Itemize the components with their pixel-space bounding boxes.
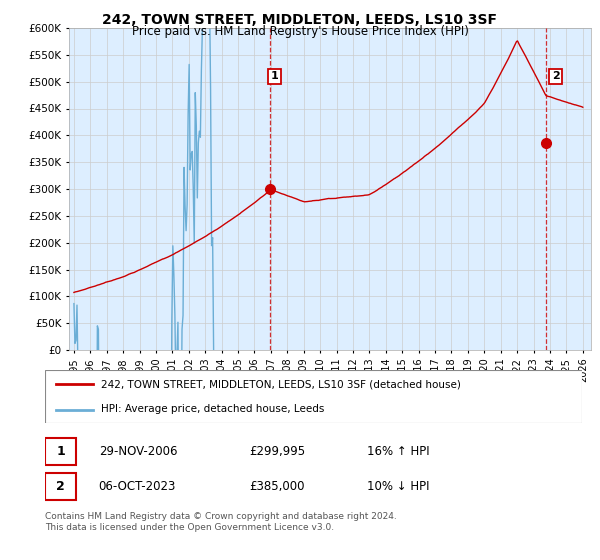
Bar — [45, 438, 76, 465]
Text: 242, TOWN STREET, MIDDLETON, LEEDS, LS10 3SF (detached house): 242, TOWN STREET, MIDDLETON, LEEDS, LS10… — [101, 380, 461, 390]
Text: 10% ↓ HPI: 10% ↓ HPI — [367, 480, 430, 493]
Text: HPI: Average price, detached house, Leeds: HPI: Average price, detached house, Leed… — [101, 404, 325, 414]
Text: 2: 2 — [552, 71, 560, 81]
Text: 16% ↑ HPI: 16% ↑ HPI — [367, 445, 430, 458]
Bar — [45, 473, 76, 500]
Text: Contains HM Land Registry data © Crown copyright and database right 2024.
This d: Contains HM Land Registry data © Crown c… — [45, 512, 397, 532]
Text: 2: 2 — [56, 480, 65, 493]
Text: 242, TOWN STREET, MIDDLETON, LEEDS, LS10 3SF: 242, TOWN STREET, MIDDLETON, LEEDS, LS10… — [103, 13, 497, 27]
Text: 06-OCT-2023: 06-OCT-2023 — [98, 480, 176, 493]
Text: 1: 1 — [271, 71, 278, 81]
Text: £385,000: £385,000 — [249, 480, 305, 493]
Text: Price paid vs. HM Land Registry's House Price Index (HPI): Price paid vs. HM Land Registry's House … — [131, 25, 469, 38]
Text: 29-NOV-2006: 29-NOV-2006 — [98, 445, 177, 458]
Text: 1: 1 — [56, 445, 65, 458]
Text: £299,995: £299,995 — [249, 445, 305, 458]
